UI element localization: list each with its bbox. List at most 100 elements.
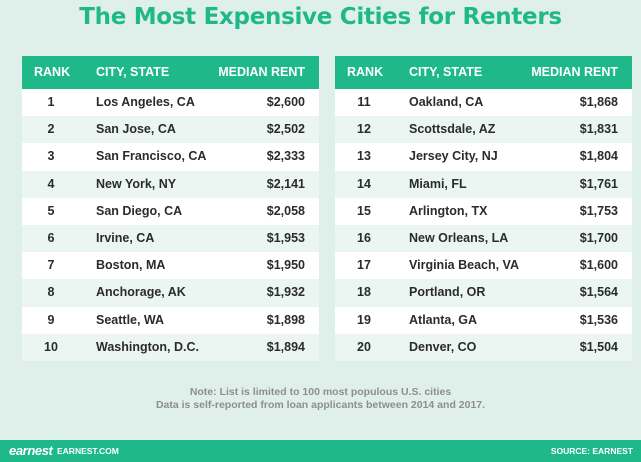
table-row: 3 San Francisco, CA $2,333	[22, 143, 319, 170]
table-row: 6 Irvine, CA $1,953	[22, 224, 319, 253]
rank-cell: 19	[357, 312, 371, 327]
rank-cell: 4	[47, 176, 55, 191]
source-credit: SOURCE: EARNEST	[550, 446, 633, 456]
city-cell: Scottsdale, AZ	[409, 122, 496, 137]
rank-column-header: RANK	[34, 65, 71, 79]
table-row: 13 Jersey City, NJ $1,804	[335, 143, 632, 170]
footnote-line-2: Data is self-reported from loan applican…	[155, 399, 486, 411]
table-row: 19 Atlanta, GA $1,536	[335, 307, 632, 334]
city-cell: Washington, D.C.	[96, 339, 199, 354]
table-row: 4 New York, NY $2,141	[22, 170, 319, 198]
table-row: 14 Miami, FL $1,761	[335, 170, 632, 198]
rank-cell: 15	[357, 203, 371, 218]
rent-table-right: RANK CITY, STATE MEDIAN RENT 11 Oakland, …	[335, 56, 632, 361]
city-cell: Boston, MA	[96, 258, 166, 273]
city-cell: Denver, CO	[409, 339, 477, 354]
city-cell: Oakland, CA	[409, 95, 484, 109]
table-row: 16 New Orleans, LA $1,700	[335, 224, 632, 253]
city-column-header: CITY, STATE	[96, 65, 170, 79]
table-row: 15 Arlington, TX $1,753	[335, 198, 632, 225]
rent-table-left: RANK CITY, STATE MEDIAN RENT 1 Los Angele…	[22, 56, 319, 361]
table-body: 1 Los Angeles, CA $2,600 2 San Jose, CA $2,50…	[22, 89, 319, 361]
rank-cell: 2	[47, 122, 55, 137]
rank-cell: 18	[357, 285, 371, 300]
rank-cell: 3	[47, 149, 55, 164]
rent-cell: $1,753	[579, 203, 618, 218]
city-cell: New York, NY	[96, 176, 177, 191]
rent-cell: $1,804	[579, 149, 618, 164]
table-row: 8 Anchorage, AK $1,932	[22, 279, 319, 307]
city-cell: Portland, OR	[409, 285, 486, 300]
table-body: 11 Oakland, CA $1,868 12 Scottsdale, AZ $1,83…	[335, 89, 632, 361]
rank-cell: 10	[44, 339, 58, 354]
table-row: 7 Boston, MA $1,950	[22, 252, 319, 279]
city-cell: San Jose, CA	[96, 122, 176, 137]
rank-cell: 8	[47, 285, 55, 300]
rent-column-header: MEDIAN RENT	[218, 65, 305, 79]
city-cell: Los Angeles, CA	[96, 95, 195, 109]
rank-cell: 13	[357, 149, 371, 164]
site-url: EARNEST.COM	[57, 446, 119, 456]
rent-cell: $1,536	[579, 312, 618, 327]
table-row: 12 Scottsdale, AZ $1,831	[335, 116, 632, 144]
city-cell: San Diego, CA	[96, 203, 183, 218]
rank-cell: 16	[357, 230, 371, 245]
rank-cell: 1	[47, 95, 55, 109]
rent-cell: $2,502	[266, 122, 305, 137]
city-column-header: CITY, STATE	[409, 65, 483, 79]
table-row: 11 Oakland, CA $1,868	[335, 89, 632, 116]
rent-cell: $1,898	[266, 312, 305, 327]
table-row: 17 Virginia Beach, VA $1,600	[335, 252, 632, 279]
rank-column-header: RANK	[347, 65, 384, 79]
rank-cell: 14	[357, 176, 371, 191]
city-cell: Anchorage, AK	[96, 285, 186, 300]
rank-cell: 7	[47, 258, 55, 273]
city-cell: Irvine, CA	[96, 230, 155, 245]
city-cell: San Francisco, CA	[96, 149, 207, 164]
rent-cell: $1,504	[579, 339, 618, 354]
table-header: RANK CITY, STATE MEDIAN RENT	[335, 56, 632, 89]
rank-cell: 12	[357, 122, 371, 137]
rent-cell: $1,831	[579, 122, 618, 137]
city-cell: New Orleans, LA	[409, 230, 509, 245]
rank-cell: 17	[357, 258, 371, 273]
table-header: RANK CITY, STATE MEDIAN RENT	[22, 56, 319, 89]
page-title: The Most Expensive Cities for Renters	[79, 4, 562, 30]
city-cell: Virginia Beach, VA	[409, 258, 519, 273]
table-row: 20 Denver, CO $1,504	[335, 333, 632, 361]
rent-cell: $1,700	[579, 230, 618, 245]
rent-cell: $1,894	[266, 339, 305, 354]
rent-cell: $2,333	[266, 149, 305, 164]
city-cell: Atlanta, GA	[409, 312, 478, 327]
city-cell: Seattle, WA	[96, 312, 165, 327]
table-row: 5 San Diego, CA $2,058	[22, 198, 319, 225]
rank-cell: 6	[47, 230, 55, 245]
rank-cell: 20	[357, 339, 371, 354]
rent-cell: $2,141	[266, 176, 305, 191]
table-row: 18 Portland, OR $1,564	[335, 279, 632, 307]
rank-cell: 9	[47, 312, 55, 327]
rent-cell: $1,953	[266, 230, 305, 245]
city-cell: Miami, FL	[409, 176, 467, 191]
table-row: 10 Washington, D.C. $1,894	[22, 333, 319, 361]
city-cell: Arlington, TX	[409, 203, 488, 218]
table-row: 2 San Jose, CA $2,502	[22, 116, 319, 144]
rent-cell: $1,950	[266, 258, 305, 273]
footnote-line-1: Note: List is limited to 100 most populo…	[189, 386, 452, 398]
footnote: Note: List is limited to 100 most populo…	[0, 386, 641, 412]
table-row: 9 Seattle, WA $1,898	[22, 307, 319, 334]
rank-cell: 5	[47, 203, 55, 218]
rent-cell: $2,058	[266, 203, 305, 218]
earnest-logo: earnest	[9, 443, 53, 458]
rank-cell: 11	[357, 95, 371, 109]
table-row: 1 Los Angeles, CA $2,600	[22, 89, 319, 116]
rent-column-header: MEDIAN RENT	[531, 65, 618, 79]
rent-cell: $1,564	[579, 285, 618, 300]
rent-cell: $1,761	[579, 176, 618, 191]
rent-cell: $1,932	[266, 285, 305, 300]
rent-cell: $1,600	[579, 258, 618, 273]
footer-bar: earnest EARNEST.COM SOURCE: EARNEST	[0, 440, 641, 462]
rent-cell: $2,600	[266, 95, 305, 109]
rent-cell: $1,868	[579, 95, 618, 109]
city-cell: Jersey City, NJ	[409, 149, 498, 164]
